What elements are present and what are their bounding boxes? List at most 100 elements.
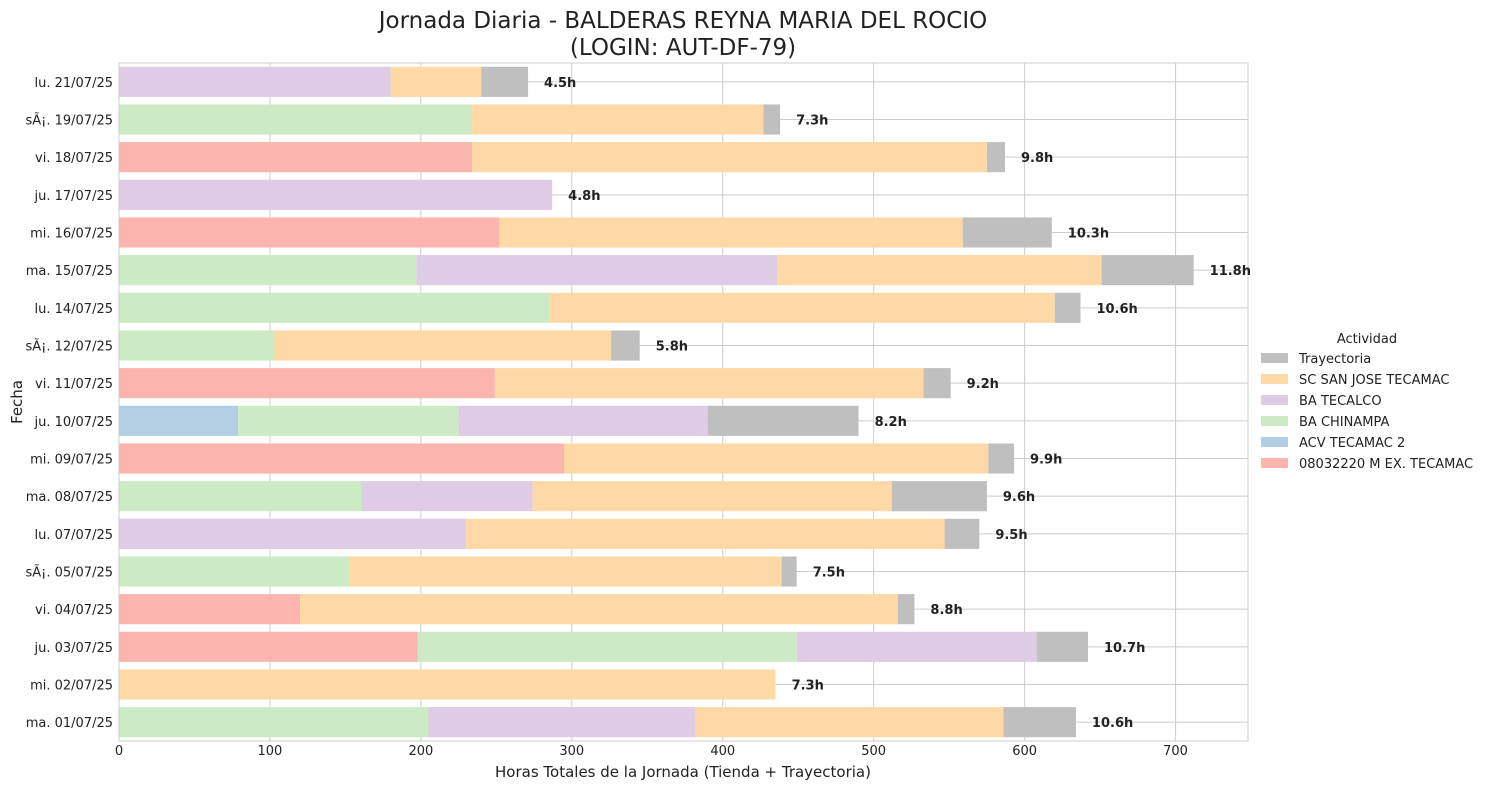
bar-segment-trayectoria (988, 443, 1015, 474)
y-tick-label: vi. 18/07/25 (35, 151, 113, 166)
legend: Actividad Trayectoria SC SAN JOSE TECAMAC… (1261, 332, 1473, 472)
bar-total-label: 9.6h (1003, 490, 1035, 505)
bar-total-label: 10.6h (1092, 716, 1133, 731)
bar-segment-ba-chinampa (119, 481, 363, 512)
bar-segment-acv-tecamac-2 (119, 405, 239, 436)
y-tick-label: ma. 15/07/25 (26, 264, 113, 279)
bar-segment-sc-san-jose-tecamac (300, 594, 898, 625)
bar-segment-08032220-m-ex-tecamac (119, 217, 500, 248)
legend-swatch (1261, 374, 1288, 384)
legend-label: Trayectoria (1298, 352, 1371, 367)
bar-total-label: 5.8h (656, 340, 688, 355)
bar-segment-trayectoria (1003, 707, 1076, 738)
bars (119, 66, 1194, 738)
bar-segment-ba-tecalco (416, 255, 778, 286)
plot-frame (118, 62, 1249, 742)
legend-swatch (1261, 395, 1288, 405)
bar-total-label: 10.3h (1068, 227, 1109, 242)
bar-segment-trayectoria (707, 405, 859, 436)
y-axis-label: Fecha (8, 380, 26, 424)
y-tick-label: ju. 10/07/25 (33, 415, 113, 430)
bar-total-label: 9.2h (967, 377, 999, 392)
bar-segment-trayectoria (481, 66, 529, 97)
bar-segment-ba-chinampa (238, 405, 459, 436)
x-tick-label: 100 (258, 744, 283, 759)
x-axis-label: Horas Totales de la Jornada (Tienda + Tr… (495, 763, 871, 781)
bar-segment-trayectoria (781, 556, 797, 587)
bar-segment-trayectoria (923, 368, 951, 399)
x-tick-label: 700 (1163, 744, 1188, 759)
y-tick-label: ma. 08/07/25 (26, 490, 113, 505)
bar-segment-ba-chinampa (119, 707, 429, 738)
legend-label: BA TECALCO (1299, 394, 1382, 409)
y-tick-labels: ma. 01/07/25 mi. 02/07/25 ju. 03/07/25 vi. … (25, 76, 113, 731)
y-tick-label: sÃ¡. 05/07/25 (25, 565, 113, 581)
bar-segment-sc-san-jose-tecamac (549, 292, 1055, 323)
legend-label: BA CHINAMPA (1299, 415, 1389, 430)
legend-label: SC SAN JOSE TECAMAC (1299, 373, 1449, 388)
bar-segment-ba-chinampa (119, 255, 417, 286)
bar-segment-ba-tecalco (458, 405, 708, 436)
bar-total-label: 11.8h (1210, 264, 1251, 279)
bar-segment-ba-tecalco (362, 481, 533, 512)
legend-title: Actividad (1337, 332, 1397, 347)
bar-total-label: 8.2h (875, 415, 907, 430)
legend-swatch (1261, 416, 1288, 426)
bar-segment-trayectoria (1101, 255, 1194, 286)
bar-total-label: 7.3h (796, 114, 828, 129)
x-tick-labels: 0 100 200 300 400 500 600 700 (115, 744, 1188, 759)
legend-label: ACV TECAMAC 2 (1299, 436, 1405, 451)
x-tick-label: 0 (115, 744, 123, 759)
bar-total-label: 9.8h (1021, 151, 1053, 166)
y-tick-label: mi. 09/07/25 (30, 453, 113, 468)
bar-segment-trayectoria (986, 142, 1005, 173)
bar-segment-sc-san-jose-tecamac (499, 217, 963, 248)
legend-swatch (1261, 437, 1288, 447)
y-tick-label: lu. 14/07/25 (34, 302, 113, 317)
bar-total-label: 10.6h (1096, 302, 1137, 317)
bar-segment-ba-chinampa (119, 556, 350, 587)
y-tick-label: ju. 03/07/25 (33, 641, 113, 656)
bar-total-label: 7.3h (792, 679, 824, 694)
legend-swatch (1261, 353, 1288, 363)
bar-total-label: 9.9h (1030, 453, 1062, 468)
bar-segment-ba-tecalco (428, 707, 696, 738)
y-tick-label: vi. 04/07/25 (35, 603, 113, 618)
bar-segment-ba-chinampa (417, 631, 797, 662)
bar-segment-08032220-m-ex-tecamac (119, 631, 418, 662)
bar-total-label: 4.8h (568, 189, 600, 204)
bar-segment-08032220-m-ex-tecamac (119, 368, 495, 399)
chart-subtitle: (LOGIN: AUT-DF-79) (570, 35, 796, 61)
y-tick-label: mi. 02/07/25 (30, 679, 113, 694)
bar-segment-ba-chinampa (119, 104, 473, 135)
legend-swatch (1261, 458, 1288, 468)
bar-segment-trayectoria (897, 594, 915, 625)
y-tick-label: sÃ¡. 19/07/25 (25, 113, 113, 129)
x-tick-label: 300 (559, 744, 584, 759)
total-labels: 10.6h 7.3h 10.7h 8.8h 7.5h 9.5h 9.6h 9.9h 8.2h 9.… (544, 76, 1251, 731)
bar-segment-sc-san-jose-tecamac (564, 443, 989, 474)
bar-segment-trayectoria (763, 104, 781, 135)
y-tick-label: ma. 01/07/25 (26, 716, 113, 731)
bar-segment-08032220-m-ex-tecamac (119, 142, 473, 173)
bar-segment-trayectoria (611, 330, 640, 361)
bar-segment-sc-san-jose-tecamac (274, 330, 612, 361)
bar-segment-trayectoria (1036, 631, 1089, 662)
y-tick-label: sÃ¡. 12/07/25 (25, 339, 113, 355)
bar-total-label: 9.5h (995, 528, 1027, 543)
bar-segment-08032220-m-ex-tecamac (119, 594, 301, 625)
bar-segment-trayectoria (891, 481, 987, 512)
x-tick-label: 200 (408, 744, 433, 759)
bar-total-label: 4.5h (544, 76, 576, 91)
bar-segment-ba-chinampa (119, 292, 550, 323)
bar-segment-ba-tecalco (119, 518, 467, 549)
bar-total-label: 8.8h (930, 603, 962, 618)
y-tick-label: mi. 16/07/25 (30, 227, 113, 242)
legend-items: Trayectoria SC SAN JOSE TECAMAC BA TECALCO… (1261, 352, 1473, 472)
x-tick-label: 400 (710, 744, 735, 759)
legend-label: 08032220 M EX. TECAMAC (1299, 457, 1473, 472)
bar-segment-trayectoria (944, 518, 980, 549)
bar-segment-ba-tecalco (796, 631, 1037, 662)
bar-segment-sc-san-jose-tecamac (466, 518, 945, 549)
y-tick-label: ju. 17/07/25 (33, 189, 113, 204)
